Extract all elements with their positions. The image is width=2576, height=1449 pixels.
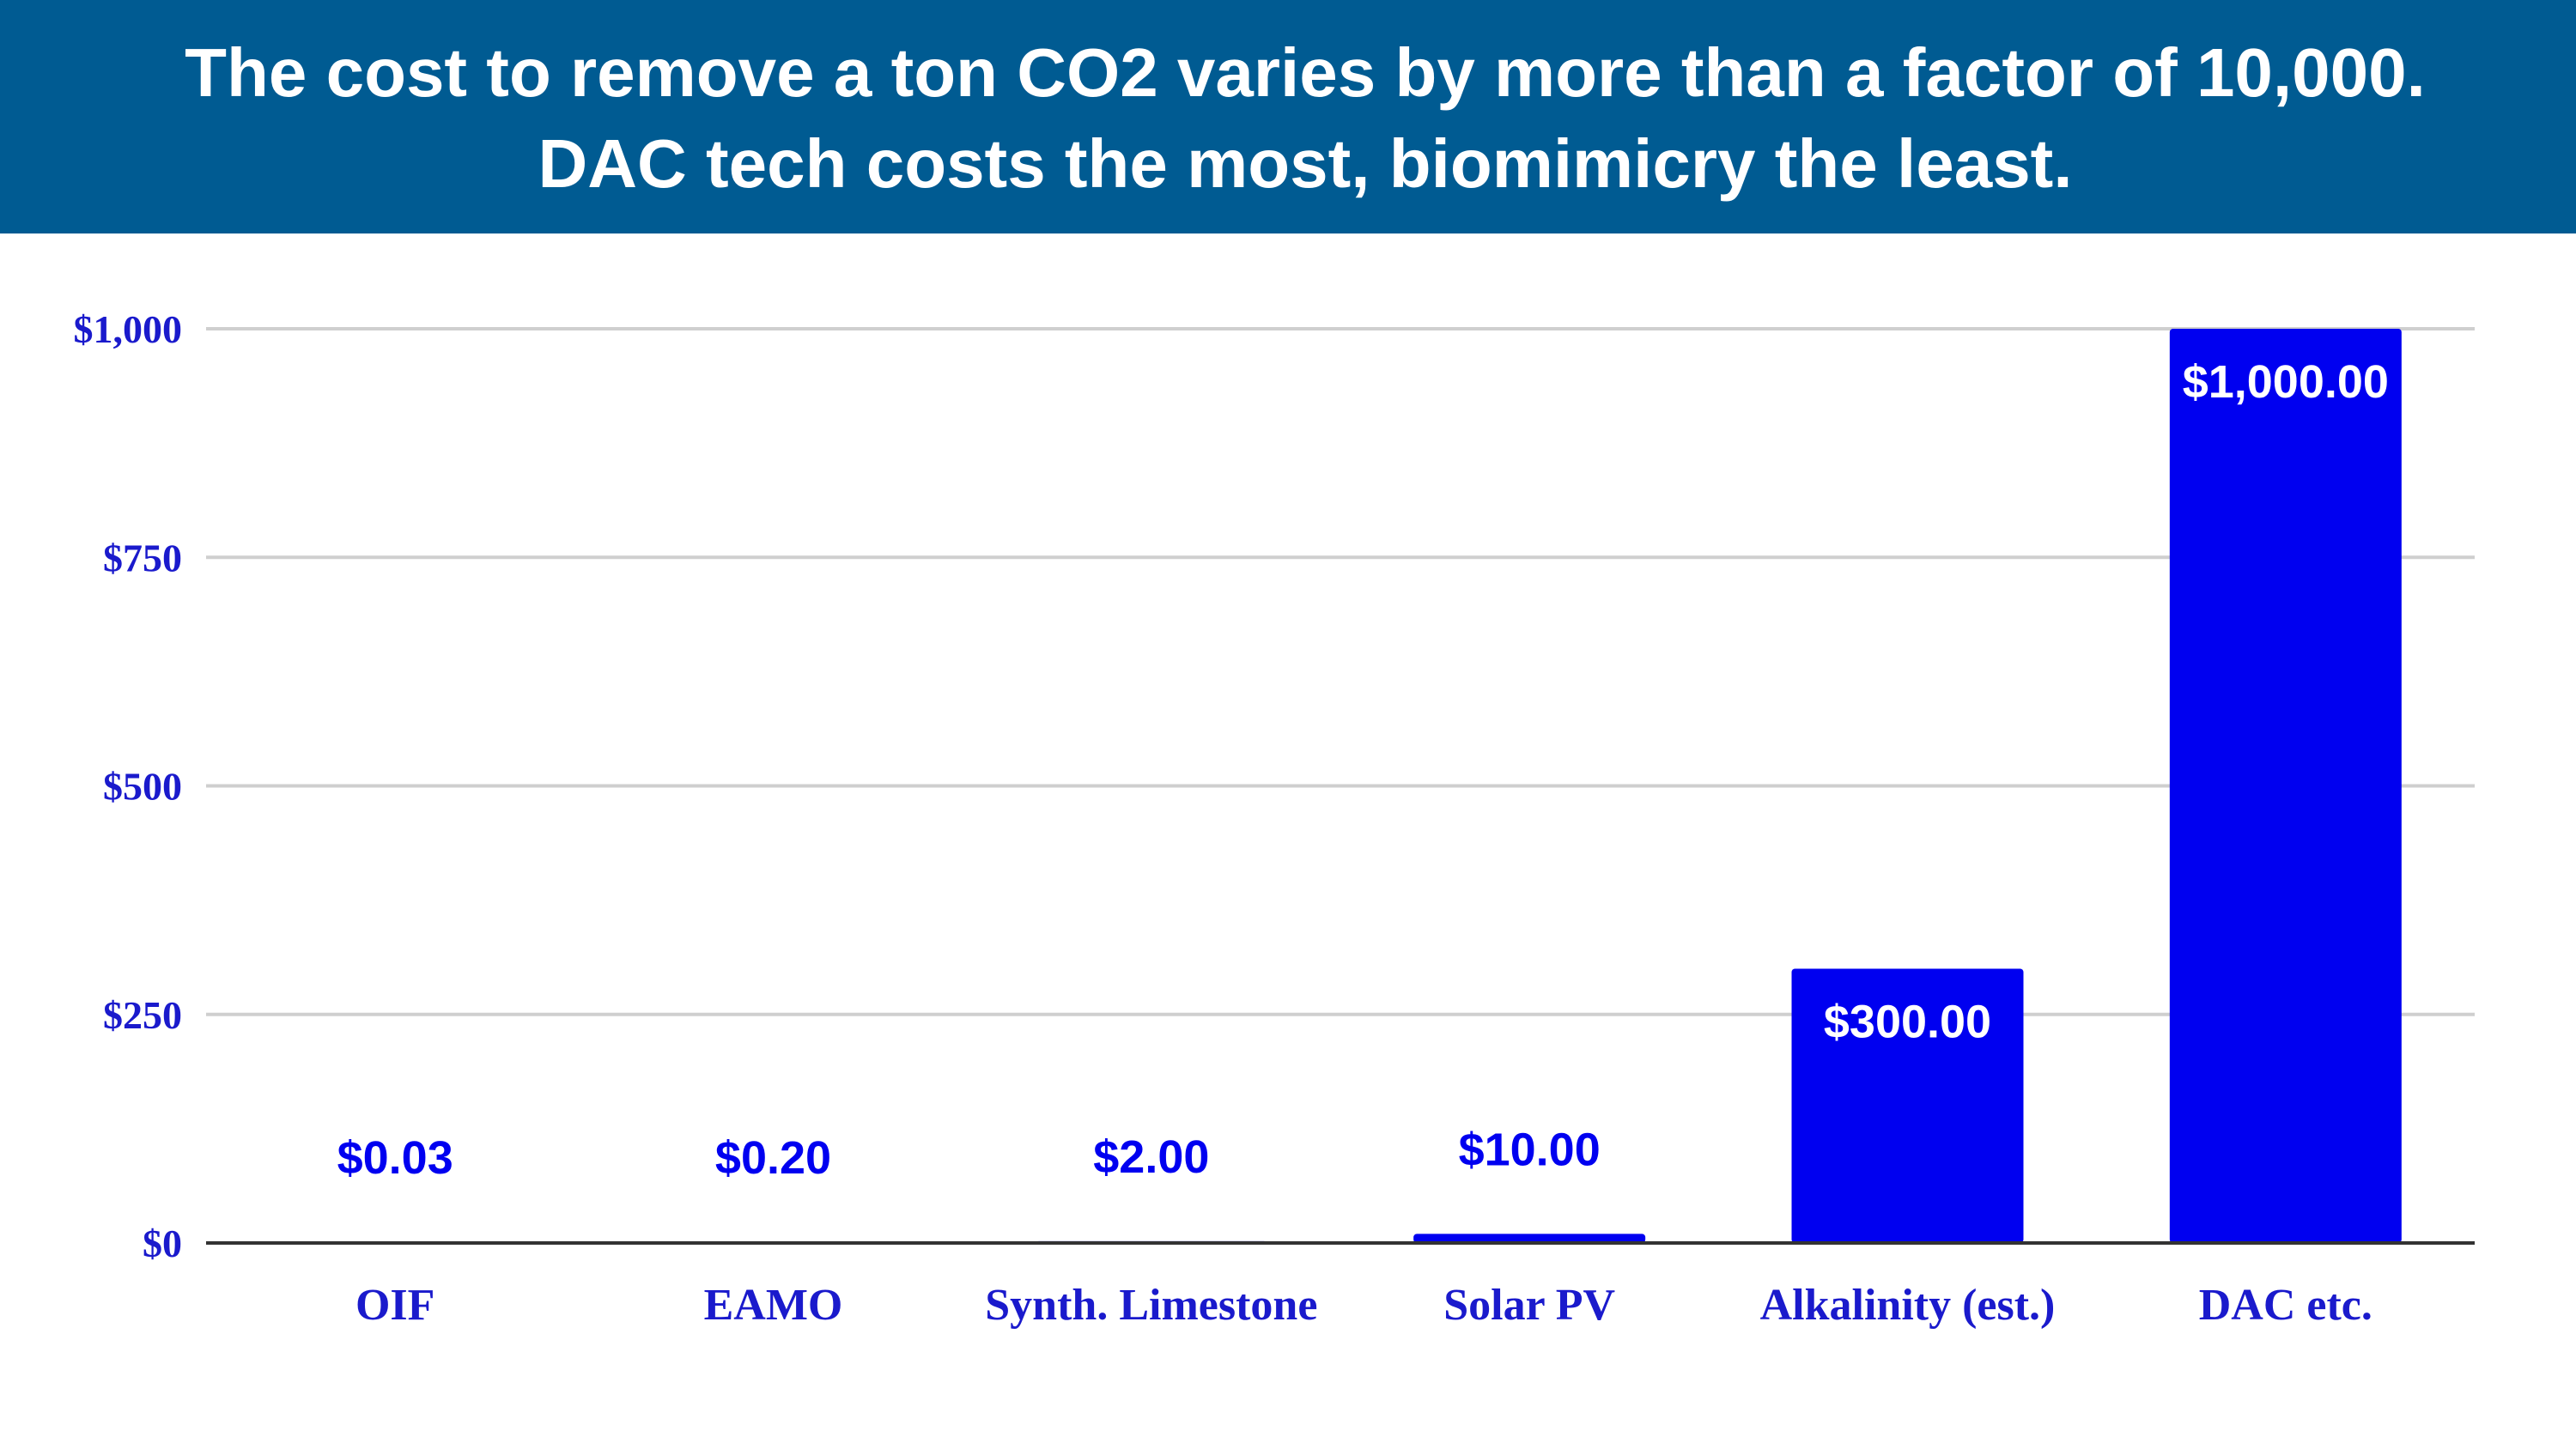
x-category-label: Solar PV (1443, 1281, 1615, 1330)
y-tick-label: $1,000 (74, 307, 183, 351)
x-category-label: Synth. Limestone (985, 1281, 1317, 1330)
y-axis-ticks: $0 $250 $500 $750 $1,000 (74, 307, 183, 1265)
title-banner: The cost to remove a ton CO2 varies by m… (0, 0, 2576, 233)
bar-data-label: $0.20 (715, 1132, 831, 1184)
x-axis-categories: OIF EAMO Synth. Limestone Solar PV Alkalinit… (355, 1281, 2372, 1330)
bar (1791, 968, 2024, 1243)
y-tick-label: $250 (103, 993, 182, 1037)
x-category-label: DAC etc. (2199, 1281, 2372, 1330)
gridlines (206, 327, 2475, 1016)
x-category-label: OIF (355, 1281, 434, 1330)
x-category-label: Alkalinity (est.) (1760, 1281, 2056, 1330)
bar-data-label: $10.00 (1459, 1124, 1601, 1175)
y-tick-label: $0 (143, 1222, 182, 1265)
title-line-1: The cost to remove a ton CO2 varies by m… (185, 34, 2426, 111)
bars (279, 329, 2402, 1243)
bar-chart: $0 $250 $500 $750 $1,000 OIF EAMO Synth. Limes… (74, 307, 2475, 1330)
bar-data-label: $1,000.00 (2183, 356, 2389, 408)
bar-data-label: $0.03 (337, 1132, 453, 1184)
y-tick-label: $750 (103, 536, 182, 579)
bar (1413, 1234, 1646, 1243)
bar-data-label: $300.00 (1824, 997, 1991, 1048)
title-line-2: DAC tech costs the most, biomimicry the … (538, 125, 2073, 202)
y-tick-label: $500 (103, 765, 182, 809)
bar-data-label: $2.00 (1093, 1131, 1209, 1183)
data-labels: $0.03 $0.20 $2.00 $10.00 $300.00 $1,000.00 (337, 356, 2389, 1184)
x-category-label: EAMO (704, 1281, 843, 1330)
bar (2169, 329, 2402, 1243)
